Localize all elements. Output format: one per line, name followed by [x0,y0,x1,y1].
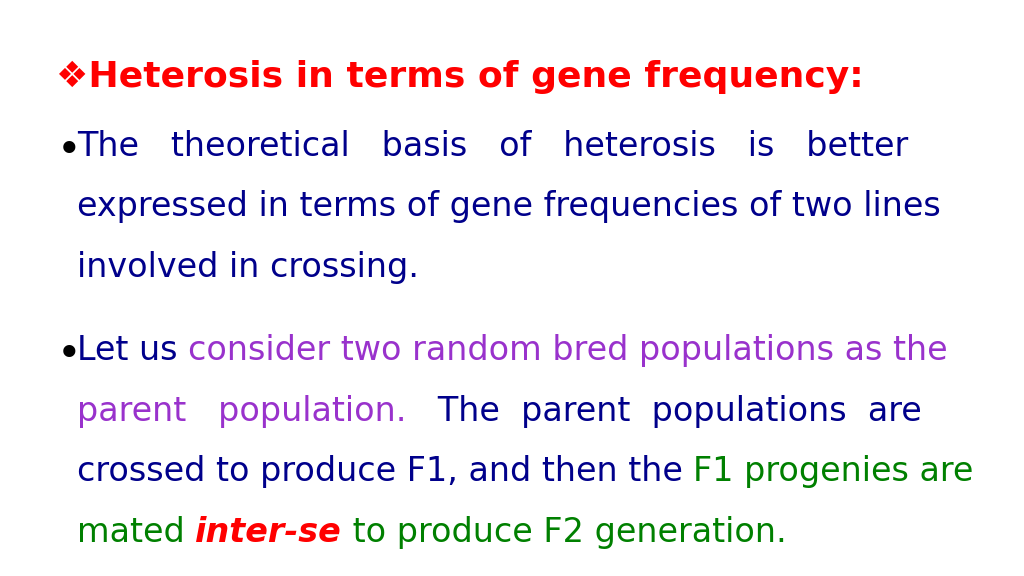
Text: The  parent  populations  are: The parent populations are [407,395,922,427]
Text: mated: mated [77,516,196,548]
Text: The   theoretical   basis   of   heterosis   is   better: The theoretical basis of heterosis is be… [77,130,908,162]
Text: expressed in terms of gene frequencies of two lines: expressed in terms of gene frequencies o… [77,190,941,223]
Text: consider two random bred populations as the: consider two random bred populations as … [188,334,947,367]
Text: to produce F2 generation.: to produce F2 generation. [342,516,786,548]
Text: involved in crossing.: involved in crossing. [77,251,419,283]
Text: inter-se: inter-se [196,516,342,548]
Text: ❖Heterosis in terms of gene frequency:: ❖Heterosis in terms of gene frequency: [56,60,864,94]
Text: •: • [56,130,81,172]
Text: Let us: Let us [77,334,188,367]
Text: •: • [56,334,81,376]
Text: parent   population.: parent population. [77,395,407,427]
Text: F1 progenies are: F1 progenies are [693,455,974,488]
Text: crossed to produce F1, and then the: crossed to produce F1, and then the [77,455,693,488]
